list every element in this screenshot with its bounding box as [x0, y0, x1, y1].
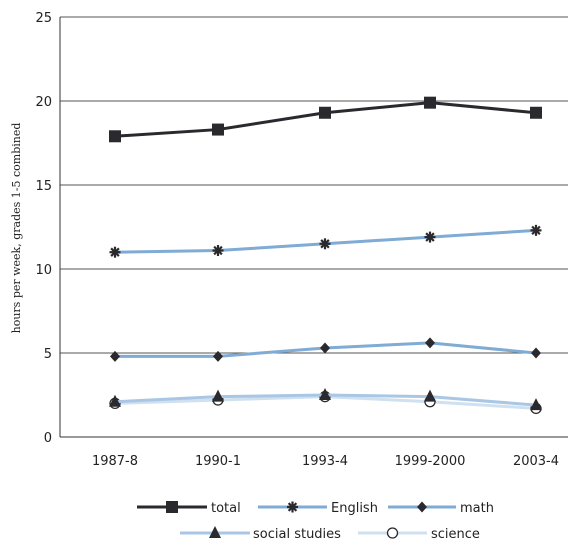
data-point	[109, 246, 121, 258]
data-point	[424, 389, 436, 402]
legend-item-social-studies: social studies	[180, 526, 341, 541]
data-point	[212, 389, 224, 402]
data-point	[530, 398, 542, 411]
y-tick-label: 25	[35, 11, 52, 26]
data-point	[424, 96, 436, 109]
data-point	[319, 388, 331, 400]
legend-marker	[417, 501, 427, 513]
legend-label: math	[460, 501, 494, 516]
data-point	[110, 350, 120, 362]
data-point	[213, 350, 223, 362]
gridlines	[60, 16, 568, 354]
x-tick-label: 1993-4	[302, 454, 348, 469]
data-point	[320, 342, 330, 354]
legend-marker	[166, 501, 178, 513]
y-tick-label: 5	[44, 347, 52, 362]
axes	[59, 17, 568, 438]
data-point	[425, 337, 435, 349]
y-tick-label: 0	[44, 431, 52, 446]
legend-label: science	[431, 527, 480, 541]
legend-item-total: total	[137, 501, 241, 516]
x-tick-label: 1999-2000	[395, 454, 466, 469]
data-point	[212, 245, 224, 257]
data-point	[530, 224, 542, 236]
data-point	[319, 238, 331, 250]
series-math	[110, 337, 541, 362]
data-point	[212, 123, 224, 136]
legend-label: social studies	[253, 527, 341, 541]
legend-label: total	[211, 501, 241, 516]
legend-label: English	[331, 501, 378, 516]
data-point	[531, 347, 541, 359]
data-point	[319, 106, 331, 119]
y-tick-label: 20	[35, 95, 52, 110]
data-point	[424, 231, 436, 243]
series-english	[109, 224, 542, 258]
legend-marker	[386, 527, 399, 539]
legend-item-english: English	[258, 501, 378, 516]
x-tick-labels: 1987-8 1990-1 1993-4 1999-2000 2003-4	[92, 454, 559, 469]
legend: total English math social studies science	[137, 501, 494, 541]
y-tick-label: 10	[35, 263, 52, 278]
data-point	[109, 394, 121, 407]
series-group	[109, 96, 542, 415]
x-tick-label: 1990-1	[195, 454, 241, 469]
x-tick-label: 2003-4	[513, 454, 559, 469]
data-point	[530, 106, 542, 119]
data-point	[109, 130, 121, 143]
legend-item-math: math	[388, 501, 494, 516]
x-tick-label: 1987-8	[92, 454, 138, 469]
y-tick-label: 15	[35, 179, 52, 194]
legend-item-science: science	[358, 527, 480, 541]
series-social-studies	[109, 388, 542, 411]
y-axis-label: hours per week, grades 1-5 combined	[10, 123, 23, 334]
legend-marker	[287, 501, 298, 513]
legend-marker	[209, 526, 221, 538]
series-total	[109, 96, 542, 143]
y-tick-labels: 0 5 10 15 20 25	[35, 11, 52, 446]
